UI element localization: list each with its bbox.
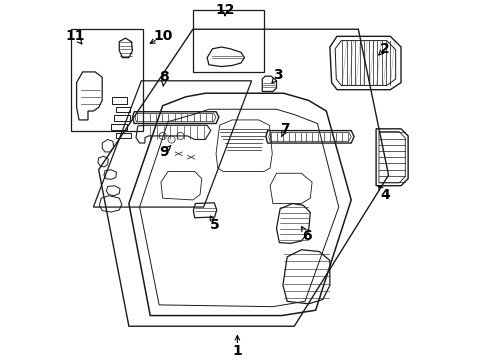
Text: 5: 5: [209, 218, 219, 232]
Text: 3: 3: [273, 68, 283, 82]
Text: 12: 12: [215, 3, 234, 17]
Text: 2: 2: [379, 42, 389, 56]
Text: 9: 9: [159, 145, 169, 159]
Text: 8: 8: [159, 70, 169, 84]
Text: 4: 4: [379, 188, 389, 202]
Text: 7: 7: [280, 122, 289, 136]
Text: 11: 11: [66, 29, 85, 43]
Text: 1: 1: [232, 344, 242, 358]
Text: 10: 10: [153, 29, 172, 43]
Text: 6: 6: [301, 229, 311, 243]
